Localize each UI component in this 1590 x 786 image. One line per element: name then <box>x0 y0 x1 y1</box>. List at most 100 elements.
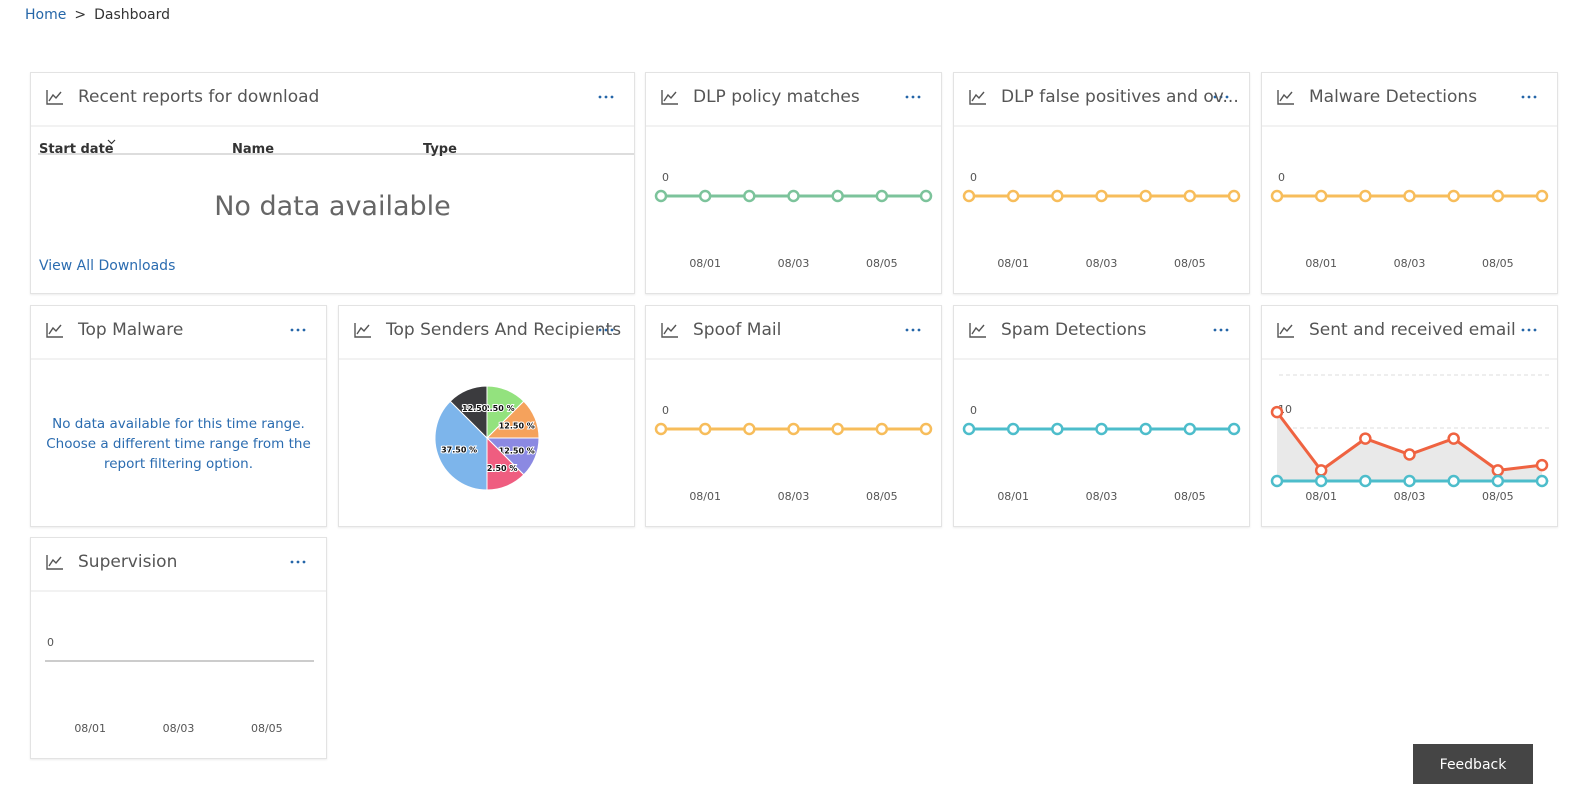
point-marker <box>1535 189 1549 203</box>
point-marker <box>1403 448 1416 461</box>
x-tick-label: 08/05 <box>866 257 898 270</box>
breadcrumb-separator: > <box>74 7 87 23</box>
point-marker <box>1051 422 1064 436</box>
menu-dot <box>296 328 300 332</box>
point-marker <box>1270 189 1284 203</box>
chart-icon <box>969 323 986 338</box>
menu-dot <box>1213 328 1217 332</box>
y-tick-label: 0 <box>970 171 977 184</box>
empty-message: No data available <box>214 191 451 222</box>
feedback-button[interactable]: Feedback <box>1413 744 1533 784</box>
point-marker <box>654 422 668 436</box>
chart-icon <box>46 555 63 570</box>
card-canvas: 0 08/01 08/03 08/05 <box>1262 90 1557 270</box>
x-tick-label: 08/03 <box>1086 490 1118 503</box>
card-canvas: 0 08/01 08/03 08/05 <box>31 555 326 735</box>
point-marker <box>1403 189 1416 203</box>
x-tick-label: 08/03 <box>1394 490 1426 503</box>
menu-dot <box>302 328 306 332</box>
menu-dot <box>604 328 608 332</box>
menu-dot <box>917 95 921 99</box>
column-header[interactable]: Name <box>232 142 275 157</box>
chart-icon <box>661 323 678 338</box>
point-marker <box>1139 422 1152 436</box>
x-tick-label: 08/01 <box>689 490 721 503</box>
point-marker <box>1359 432 1372 445</box>
x-tick-label: 08/03 <box>778 257 810 270</box>
column-header[interactable]: Type <box>423 142 457 157</box>
menu-dot <box>610 95 614 99</box>
point-marker <box>1006 189 1020 203</box>
card-canvas: 0 08/01 08/03 08/05 <box>646 90 941 270</box>
point-marker <box>787 422 800 436</box>
menu-dot <box>1533 95 1537 99</box>
y-tick-label: 0 <box>47 636 54 649</box>
y-tick-label: 0 <box>1278 171 1285 184</box>
card-canvas <box>31 323 326 360</box>
menu-dot <box>290 560 294 564</box>
x-tick-label: 08/03 <box>1086 257 1118 270</box>
x-tick-label: 08/01 <box>997 257 1029 270</box>
point-marker <box>1535 458 1549 472</box>
slice-label: 37.50 % <box>441 446 477 455</box>
point-marker <box>1095 189 1108 203</box>
chart-icon <box>46 323 63 338</box>
pie-slice <box>449 385 488 440</box>
card: Top Malware No data available for this ti… <box>30 305 327 527</box>
menu-dot <box>1527 95 1531 99</box>
menu-dot <box>1521 328 1525 332</box>
card-canvas: 0 08/01 08/03 08/05 <box>954 90 1249 270</box>
x-tick-label: 08/05 <box>251 722 283 735</box>
point-marker <box>1535 474 1549 488</box>
slice-label: 12.50 % <box>481 464 517 473</box>
point-marker <box>1359 189 1372 203</box>
x-tick-label: 08/03 <box>163 722 195 735</box>
point-marker <box>743 422 756 436</box>
point-marker <box>875 189 889 203</box>
chart-icon <box>661 90 678 105</box>
point-marker <box>1051 189 1064 203</box>
menu-dot <box>1521 95 1525 99</box>
point-marker <box>1227 189 1241 203</box>
card: 0 08/01 08/03 08/05 Spoof Mail <box>645 305 942 527</box>
y-tick-label: 0 <box>662 404 669 417</box>
card-title: Top Senders And Recipients <box>386 320 622 340</box>
x-tick-label: 08/01 <box>1305 257 1337 270</box>
view-all-link[interactable]: View All Downloads <box>39 258 176 274</box>
point-marker <box>1491 189 1505 203</box>
breadcrumb-home[interactable]: Home <box>25 7 67 23</box>
point-marker <box>1227 422 1241 436</box>
slice-label: 2.50 % <box>484 404 515 413</box>
point-marker <box>1314 474 1328 488</box>
x-tick-label: 08/05 <box>1174 490 1206 503</box>
point-marker <box>831 189 844 203</box>
chart-icon <box>1277 90 1294 105</box>
x-tick-label: 08/05 <box>1482 490 1514 503</box>
x-tick-label: 08/03 <box>1394 257 1426 270</box>
point-marker <box>1183 422 1197 436</box>
point-marker <box>1314 464 1328 477</box>
point-marker <box>875 422 889 436</box>
chart-icon <box>354 323 371 338</box>
x-tick-label: 08/05 <box>1482 257 1514 270</box>
card-title: Sent and received email <box>1309 320 1516 340</box>
card-title: Recent reports for download <box>78 87 320 107</box>
card-title: Spoof Mail <box>693 320 782 340</box>
card-title: Malware Detections <box>1309 87 1478 107</box>
card-canvas: 2.50 % 12.50 % 12.50 % 12.50 % 37.50 % 12.50 <box>339 323 634 491</box>
point-marker <box>962 189 976 203</box>
point-marker <box>1139 189 1152 203</box>
column-header[interactable]: Start date <box>39 142 114 157</box>
menu-dot <box>290 328 294 332</box>
point-marker <box>1491 474 1505 488</box>
area-fill <box>1277 412 1542 481</box>
menu-dot <box>905 328 909 332</box>
point-marker <box>1491 464 1505 477</box>
menu-dot <box>598 95 602 99</box>
point-marker <box>743 189 756 203</box>
x-tick-label: 08/03 <box>778 490 810 503</box>
card-canvas: 0 08/01 08/03 08/05 <box>954 323 1249 503</box>
x-tick-label: 08/01 <box>1305 490 1337 503</box>
point-marker <box>698 189 712 203</box>
